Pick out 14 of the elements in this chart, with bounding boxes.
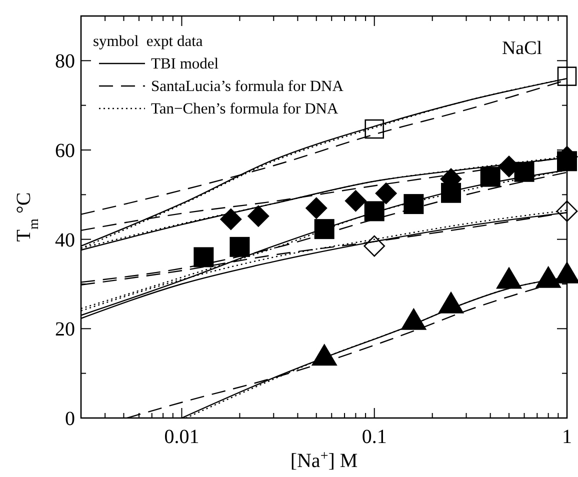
x-tick-label: 0.1 bbox=[362, 426, 387, 448]
x-tick-label: 1 bbox=[562, 426, 572, 448]
x-axis-title: [Na$^{+}$] M bbox=[290, 448, 358, 472]
y-tick-label: 0 bbox=[65, 408, 75, 430]
y-tick-label: 80 bbox=[55, 50, 75, 73]
legend-label: Tan−Chen’s formula for DNA bbox=[151, 100, 339, 118]
legend-title: symbol expt data bbox=[93, 33, 203, 50]
legend-label: SantaLucia’s formula for DNA bbox=[151, 78, 344, 95]
y-tick-label: 20 bbox=[55, 318, 75, 341]
y-tick-label: 60 bbox=[55, 140, 75, 162]
annotation: NaCl bbox=[502, 38, 542, 59]
y-tick-label: 40 bbox=[55, 229, 75, 252]
legend-label: TBI model bbox=[151, 56, 219, 72]
x-tick-label: 0.01 bbox=[164, 426, 200, 448]
